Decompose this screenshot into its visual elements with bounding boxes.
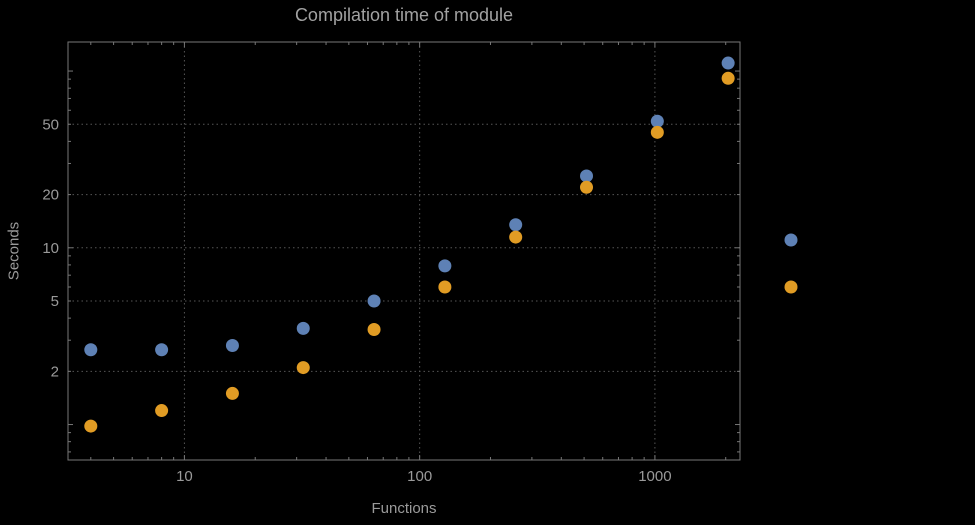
- data-point-series-blue: [84, 343, 98, 357]
- chart-title: Compilation time of module: [294, 5, 514, 25]
- data-point-series-blue: [509, 218, 523, 232]
- data-point-series-orange: [509, 230, 523, 244]
- data-point-series-blue: [296, 321, 310, 335]
- y-tick-label: 50: [42, 116, 59, 133]
- plot-frame: [67, 41, 741, 461]
- data-point-series-orange: [580, 180, 594, 194]
- y-tick-label: 2: [51, 363, 59, 380]
- data-point-series-orange: [225, 386, 239, 400]
- data-point-series-blue: [367, 294, 381, 308]
- data-point-series-orange: [367, 322, 381, 336]
- data-point-series-orange: [155, 404, 169, 418]
- legend-marker-series-orange: [784, 280, 798, 294]
- data-point-series-blue: [580, 169, 594, 183]
- data-point-series-blue: [721, 56, 735, 70]
- data-point-series-orange: [84, 419, 98, 433]
- data-point-series-orange: [721, 71, 735, 85]
- x-tick-label: 100: [407, 468, 432, 485]
- x-tick-label: 1000: [638, 468, 671, 485]
- data-point-series-blue: [438, 259, 452, 273]
- x-axis-label: Functions: [371, 500, 437, 517]
- data-point-series-blue: [650, 114, 664, 128]
- y-axis-label: Seconds: [5, 221, 23, 281]
- data-point-series-orange: [650, 125, 664, 139]
- y-tick-label: 10: [42, 240, 59, 257]
- y-tick-label: 5: [51, 293, 59, 310]
- data-point-series-blue: [225, 339, 239, 353]
- y-tick-label: 20: [42, 187, 59, 204]
- data-point-series-orange: [296, 361, 310, 375]
- data-point-series-orange: [438, 280, 452, 294]
- x-tick-label: 10: [176, 468, 193, 485]
- data-point-series-blue: [155, 343, 169, 357]
- legend-marker-series-blue: [784, 233, 798, 247]
